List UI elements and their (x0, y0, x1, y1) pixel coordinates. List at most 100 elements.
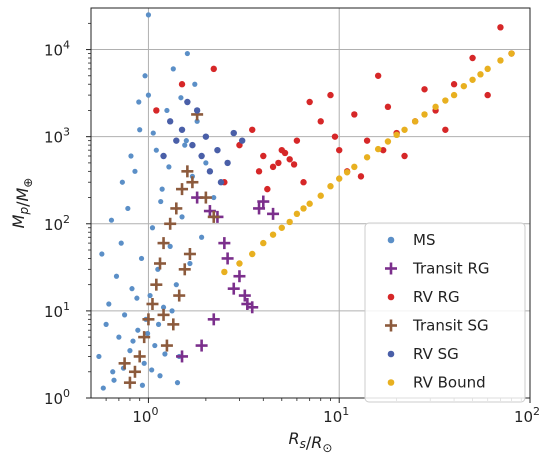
point-ms (178, 95, 184, 101)
point-ms (110, 369, 116, 375)
point-rv-sg (206, 168, 214, 175)
y-tick-label: 102 (44, 213, 70, 234)
point-ms (174, 380, 181, 386)
point-transit-rg (227, 282, 240, 295)
point-transit-sg (128, 365, 141, 378)
point-rv-bound (236, 260, 243, 267)
point-ms (100, 385, 106, 391)
x-tick-label: 101 (323, 405, 349, 426)
point-transit-rg (176, 350, 189, 363)
y-tick-label: 100 (44, 387, 70, 408)
point-ms (135, 327, 141, 333)
point-ms (103, 321, 109, 327)
point-ms (125, 205, 131, 212)
point-transit-sg (181, 165, 194, 178)
point-ms (141, 360, 147, 366)
point-rv-rg (249, 126, 256, 133)
point-rv-bound (269, 231, 277, 238)
point-transit-rg (241, 297, 254, 310)
legend-label-transit-rg: Transit RG (412, 260, 490, 278)
series-rv-sg (160, 98, 246, 186)
point-rv-sg (202, 133, 210, 140)
point-rv-rg (327, 91, 334, 99)
point-rv-bound (484, 65, 491, 73)
point-rv-sg (178, 126, 186, 133)
point-ms (118, 240, 124, 246)
point-ms (211, 194, 217, 201)
point-ms (111, 377, 117, 383)
point-ms (99, 251, 105, 257)
legend-marker-transit-sg (385, 319, 397, 332)
point-rv-rg (421, 86, 428, 93)
point-ms (137, 127, 143, 133)
point-ms (142, 73, 148, 79)
point-ms (203, 160, 209, 166)
point-rv-rg (306, 98, 313, 106)
point-rv-bound (393, 131, 400, 139)
point-ms (167, 243, 173, 249)
point-rv-bound (317, 192, 324, 199)
point-ms (164, 107, 170, 114)
point-transit-rg (221, 252, 234, 265)
point-rv-bound (260, 239, 267, 247)
point-rv-bound (336, 175, 343, 182)
point-rv-rg (442, 126, 449, 133)
point-rv-rg (331, 133, 339, 140)
point-rv-rg (275, 159, 282, 167)
point-transit-sg (133, 350, 146, 363)
point-transit-sg (183, 247, 196, 260)
point-ms (182, 142, 188, 148)
point-ms (162, 351, 168, 357)
point-rv-rg (153, 107, 160, 114)
point-rv-rg (363, 137, 371, 144)
point-rv-bound (450, 91, 458, 99)
point-ms (158, 198, 164, 205)
point-rv-rg (351, 111, 358, 118)
point-transit-sg (186, 176, 199, 189)
point-ms (150, 130, 156, 136)
point-ms (136, 99, 142, 105)
point-ms (169, 308, 175, 314)
data-marks (96, 12, 515, 391)
legend-marker-rv-sg (387, 350, 395, 358)
point-rv-sg (160, 152, 167, 160)
point-rv-rg (336, 146, 343, 154)
point-ms (157, 373, 163, 379)
point-transit-sg (173, 289, 186, 302)
point-transit-sg (160, 339, 173, 352)
x-axis-label: Rs/R⊙ (289, 429, 333, 455)
point-ms (149, 225, 156, 231)
point-ms (160, 304, 167, 310)
x-tick-label: 102 (514, 405, 540, 426)
point-rv-rg (293, 137, 301, 144)
point-ms (134, 295, 140, 301)
point-rv-bound (363, 154, 371, 161)
point-transit-sg (150, 278, 163, 291)
point-ms (155, 321, 162, 327)
point-rv-rg (357, 173, 365, 180)
point-rv-rg (317, 118, 324, 125)
point-transit-rg (195, 339, 208, 352)
point-rv-rg (290, 161, 298, 168)
point-transit-rg (207, 313, 220, 326)
point-rv-rg (260, 152, 267, 160)
point-ms (129, 286, 135, 292)
point-rv-rg (255, 168, 263, 175)
point-ms (166, 164, 172, 170)
point-ms (179, 214, 185, 220)
legend-label-ms: MS (413, 231, 435, 249)
point-rv-bound (343, 169, 351, 176)
point-ms (113, 273, 120, 279)
point-transit-sg (207, 210, 220, 223)
series-rv-bound (221, 50, 515, 276)
legend-label-rv-bound: RV Bound (413, 374, 486, 392)
y-tick-label: 104 (44, 39, 70, 60)
point-rv-rg (264, 185, 271, 193)
point-rv-bound (286, 218, 293, 226)
point-rv-rg (450, 81, 458, 88)
point-rv-rg (497, 24, 504, 31)
point-rv-sg (238, 137, 246, 144)
plot-frame (90, 7, 531, 399)
point-ms (183, 138, 189, 144)
